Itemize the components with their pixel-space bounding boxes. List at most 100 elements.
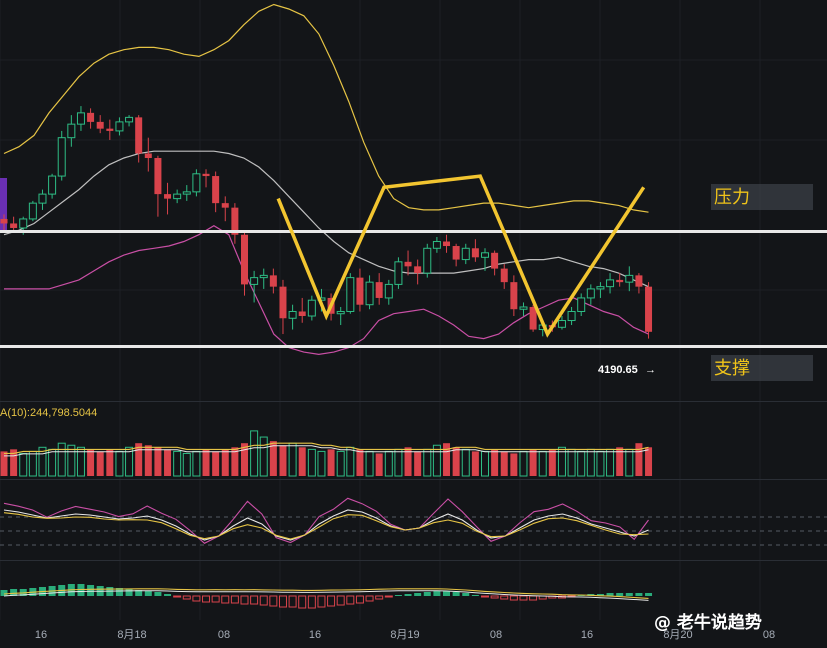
resistance-line xyxy=(0,230,827,233)
candle-body-up xyxy=(57,137,66,177)
volume-bar-up xyxy=(625,448,634,477)
volume-bar-down xyxy=(221,449,229,476)
candle-body-up xyxy=(192,173,201,193)
volume-bar-down xyxy=(443,443,451,476)
candle-body-up xyxy=(336,310,345,315)
macd-bar-down xyxy=(250,595,259,605)
volume-bar-up xyxy=(57,442,66,477)
candle-body-down xyxy=(154,158,162,195)
macd-bar-up xyxy=(635,593,643,596)
candle-body-down xyxy=(645,286,653,332)
candle-body-down xyxy=(375,282,383,298)
volume-bar-up xyxy=(259,436,268,477)
candle-body-down xyxy=(231,207,239,235)
volume-bar-down xyxy=(548,449,556,476)
volume-bar-up xyxy=(567,448,576,477)
macd-bar-down xyxy=(509,595,518,601)
x-tick-label: 08 xyxy=(218,629,230,641)
purple-marker xyxy=(0,178,7,230)
volume-bar-down xyxy=(212,451,220,476)
candle-body-up xyxy=(250,277,259,285)
macd-bar-up xyxy=(645,593,653,596)
kdj-d-line xyxy=(3,512,649,540)
candle-body-down xyxy=(443,241,451,247)
candle-body-up xyxy=(19,218,28,229)
candle-body-up xyxy=(76,112,85,125)
volume-bar-up xyxy=(336,450,345,477)
macd-bar-up xyxy=(0,590,8,596)
macd-bar-down xyxy=(384,595,393,598)
candle-body-down xyxy=(635,275,643,287)
candle-body-up xyxy=(557,320,566,328)
volume-bar-up xyxy=(432,444,441,477)
support-line xyxy=(0,345,827,348)
candle-body-up xyxy=(307,299,316,317)
candle-body-down xyxy=(87,112,95,122)
candle-body-up xyxy=(432,241,441,249)
volume-bar-up xyxy=(384,450,393,477)
volume-bar-up xyxy=(182,452,191,477)
bb-upper-line xyxy=(3,3,649,213)
volume-bar-up xyxy=(38,446,47,477)
kdj-j-line xyxy=(3,497,649,544)
volume-bar-up xyxy=(48,448,57,477)
resistance-tag: 压力 xyxy=(714,187,750,208)
macd-bar-down xyxy=(230,595,239,604)
candle-body-down xyxy=(356,277,364,305)
candle-body-down xyxy=(135,117,143,154)
macd-bar-down xyxy=(365,595,374,602)
macd-bar-down xyxy=(307,595,316,609)
macd-bar-up xyxy=(606,593,614,596)
x-tick-label: 08 xyxy=(763,629,775,641)
pane-divider-2 xyxy=(0,479,827,480)
kdj-pane xyxy=(0,497,827,546)
candle-body-down xyxy=(269,275,277,287)
volume-bar-up xyxy=(125,446,134,477)
candle-body-down xyxy=(241,234,248,285)
volume-bar-up xyxy=(596,450,605,477)
macd-bar-down xyxy=(202,595,211,603)
candles-layer xyxy=(0,106,653,339)
candle-body-down xyxy=(202,173,210,177)
macd-dea-line xyxy=(3,590,649,601)
candle-body-down xyxy=(510,282,518,310)
macd-bar-up xyxy=(87,585,95,596)
macd-bar-down xyxy=(211,595,220,603)
macd-bar-down xyxy=(269,595,278,607)
volume-bar-up xyxy=(519,450,528,477)
volume-bar-up xyxy=(577,450,586,477)
candle-body-down xyxy=(529,306,537,330)
macd-bar-up xyxy=(443,591,451,596)
volume-bar-down xyxy=(635,443,643,476)
volume-bar-up xyxy=(423,448,432,477)
volume-bar-up xyxy=(557,446,566,477)
macd-dif-line xyxy=(3,588,649,599)
volume-bar-down xyxy=(404,447,412,476)
macd-bar-down xyxy=(346,595,355,605)
macd-bar-up xyxy=(625,593,633,596)
volume-bar-up xyxy=(192,450,201,477)
bb-lower-line xyxy=(4,224,649,356)
volume-bar-down xyxy=(96,451,104,476)
candle-body-down xyxy=(491,252,499,269)
volume-bar-up xyxy=(250,430,259,477)
macd-bar-up xyxy=(423,592,431,596)
volume-bar-up xyxy=(317,450,326,477)
volume-bar-down xyxy=(471,451,479,476)
x-axis: 16 8月18 08 16 8月19 08 16 8月20 08 xyxy=(35,629,775,641)
volume-bar-down xyxy=(616,447,624,476)
candle-body-down xyxy=(212,176,220,204)
volume-bar-up xyxy=(67,444,76,477)
macd-bar-up xyxy=(433,591,441,596)
candle-body-down xyxy=(471,248,479,258)
macd-bar-up xyxy=(462,593,470,596)
candle-body-down xyxy=(10,223,18,228)
volume-bar-up xyxy=(481,450,489,477)
volume-bar-up xyxy=(606,448,615,477)
volume-bar-down xyxy=(452,447,460,476)
macd-bar-up xyxy=(414,593,422,596)
volume-bar-down xyxy=(510,453,518,476)
macd-bar-up xyxy=(154,592,162,596)
